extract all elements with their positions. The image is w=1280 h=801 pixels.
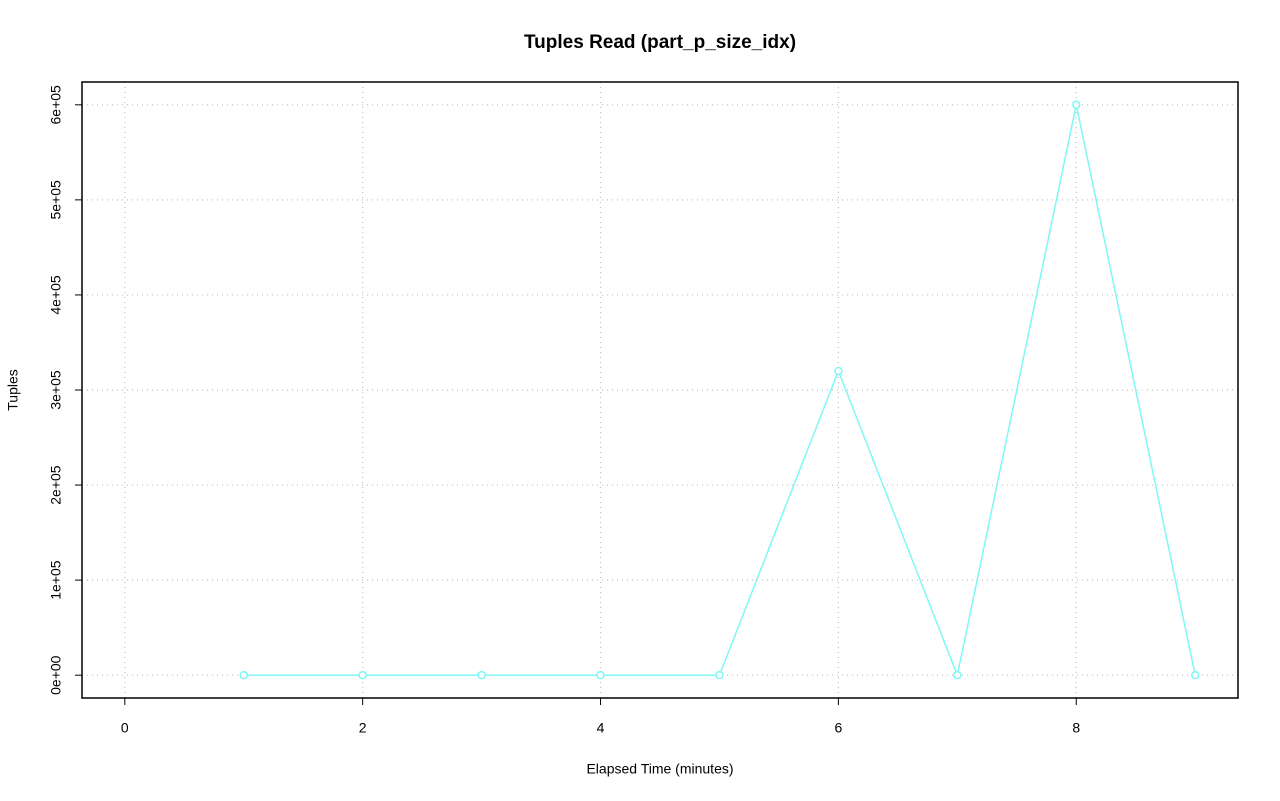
y-tick-label: 6e+05 xyxy=(48,85,64,125)
y-tick-label: 1e+05 xyxy=(48,560,64,600)
plot-frame xyxy=(81,81,1239,699)
data-point xyxy=(834,366,843,376)
data-point xyxy=(477,670,486,680)
x-tick-label: 4 xyxy=(597,720,605,736)
plot-area: 0 2 4 6 8 0e+00 1e+05 2e+05 3e+05 4e+05 5e+05 6e+05 xyxy=(48,82,1238,736)
y-tick-label: 0e+00 xyxy=(48,655,64,695)
x-tick-label: 8 xyxy=(1072,720,1080,736)
y-axis-label: Tuples xyxy=(5,369,21,411)
data-point xyxy=(239,670,248,680)
x-tick-label: 6 xyxy=(834,720,842,736)
y-tick-label: 2e+05 xyxy=(48,465,64,505)
y-tick-label: 3e+05 xyxy=(48,370,64,410)
data-point xyxy=(1190,670,1200,680)
data-point xyxy=(1072,100,1081,110)
x-axis-label: Elapsed Time (minutes) xyxy=(586,761,733,777)
x-tick-label: 0 xyxy=(121,720,129,736)
y-tick-label: 4e+05 xyxy=(48,275,64,315)
x-tick-label: 2 xyxy=(359,720,367,736)
chart-title: Tuples Read (part_p_size_idx) xyxy=(524,32,796,53)
y-tick-label: 5e+05 xyxy=(48,180,64,220)
data-point xyxy=(358,670,367,680)
data-point xyxy=(596,670,605,680)
data-point xyxy=(715,670,724,680)
data-point xyxy=(953,670,962,680)
